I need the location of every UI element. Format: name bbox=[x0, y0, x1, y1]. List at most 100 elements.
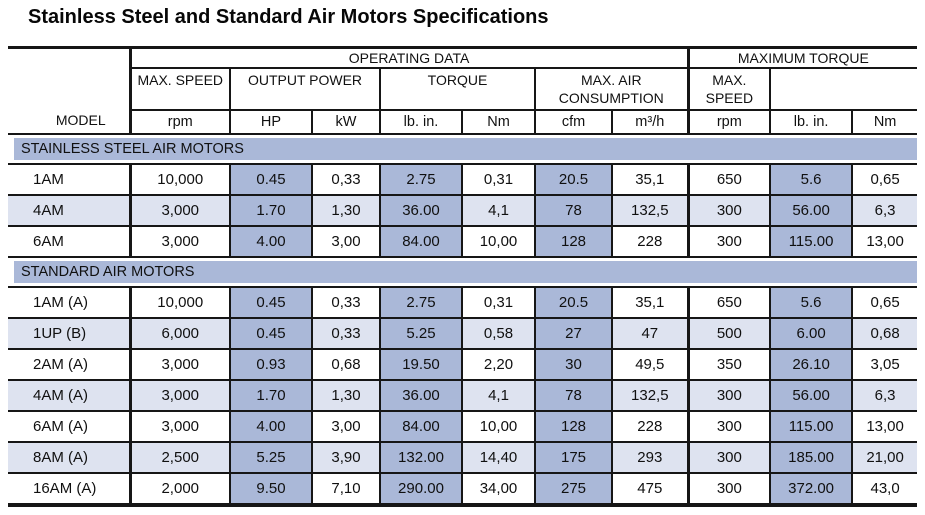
value-cell: 36.00 bbox=[379, 194, 463, 227]
value-cell: 1.70 bbox=[229, 379, 313, 412]
section-row: STAINLESS STEEL AIR MOTORS bbox=[8, 133, 918, 165]
value-cell: 372.00 bbox=[769, 472, 854, 506]
value-cell: 300 bbox=[686, 472, 772, 506]
header-group-row: MODEL OPERATING DATA MAXIMUM TORQUE bbox=[8, 46, 918, 135]
unit-header-rpm: rpm bbox=[130, 109, 231, 135]
model-column-header: MODEL bbox=[8, 46, 132, 135]
value-cell: 650 bbox=[686, 286, 772, 319]
value-cell: 27 bbox=[534, 317, 613, 350]
value-cell: 0,33 bbox=[311, 317, 381, 350]
value-cell: 300 bbox=[686, 225, 772, 258]
unit-header-m3h: m³/h bbox=[610, 109, 690, 135]
value-cell: 300 bbox=[686, 379, 772, 412]
table-body: STAINLESS STEEL AIR MOTORS 1AM 10,000 0.45 0… bbox=[8, 133, 918, 506]
value-cell: 36.00 bbox=[379, 379, 463, 412]
table-row: 1AM (A) 10,000 0.45 0,33 2.75 0,31 20.5 35,1 650… bbox=[8, 286, 918, 319]
model-cell: 8AM (A) bbox=[8, 441, 131, 474]
value-cell: 132.00 bbox=[379, 441, 463, 474]
value-cell: 3,05 bbox=[851, 348, 918, 381]
value-cell: 78 bbox=[534, 379, 613, 412]
operating-data-header: OPERATING DATA bbox=[128, 46, 690, 69]
value-cell: 20.5 bbox=[534, 163, 613, 196]
unit-header-nm: Nm bbox=[461, 109, 536, 135]
value-cell: 14,40 bbox=[461, 441, 536, 474]
value-cell: 84.00 bbox=[379, 410, 463, 443]
value-cell: 5.6 bbox=[769, 286, 854, 319]
value-cell: 128 bbox=[534, 225, 613, 258]
model-cell: 4AM bbox=[8, 194, 131, 227]
value-cell: 2,000 bbox=[128, 472, 231, 506]
value-cell: 0,31 bbox=[461, 163, 536, 196]
torque-header: TORQUE bbox=[379, 67, 536, 111]
value-cell: 6,000 bbox=[128, 317, 231, 350]
value-cell: 9.50 bbox=[229, 472, 313, 506]
value-cell: 0,33 bbox=[311, 163, 381, 196]
value-cell: 5.25 bbox=[229, 441, 313, 474]
table-row: 6AM 3,000 4.00 3,00 84.00 10,00 128 228 300 115.0… bbox=[8, 225, 918, 258]
value-cell: 2.75 bbox=[379, 163, 463, 196]
value-cell: 300 bbox=[686, 194, 772, 227]
value-cell: 5.6 bbox=[769, 163, 854, 196]
unit-header-cfm: cfm bbox=[534, 109, 613, 135]
value-cell: 475 bbox=[610, 472, 690, 506]
value-cell: 43,0 bbox=[851, 472, 918, 506]
table-row: 8AM (A) 2,500 5.25 3,90 132.00 14,40 175 293 300… bbox=[8, 441, 918, 474]
value-cell: 3,000 bbox=[128, 379, 231, 412]
max-air-consumption-header: MAX. AIR CONSUMPTION bbox=[533, 67, 690, 111]
value-cell: 10,000 bbox=[128, 286, 231, 319]
value-cell: 4,1 bbox=[461, 194, 536, 227]
value-cell: 2,500 bbox=[128, 441, 231, 474]
value-cell: 20.5 bbox=[534, 286, 613, 319]
value-cell: 115.00 bbox=[769, 225, 854, 258]
unit-header-hp: HP bbox=[229, 109, 313, 135]
value-cell: 1,30 bbox=[311, 379, 381, 412]
value-cell: 2,20 bbox=[461, 348, 536, 381]
value-cell: 300 bbox=[686, 410, 772, 443]
value-cell: 185.00 bbox=[769, 441, 854, 474]
maximum-torque-header: MAXIMUM TORQUE bbox=[686, 46, 918, 69]
value-cell: 3,000 bbox=[128, 194, 231, 227]
value-cell: 10,000 bbox=[128, 163, 231, 196]
value-cell: 26.10 bbox=[769, 348, 854, 381]
model-cell: 6AM (A) bbox=[8, 410, 131, 443]
value-cell: 3,00 bbox=[311, 225, 381, 258]
value-cell: 3,000 bbox=[128, 348, 231, 381]
value-cell: 10,00 bbox=[461, 225, 536, 258]
output-power-header: OUTPUT POWER bbox=[229, 67, 381, 111]
value-cell: 78 bbox=[534, 194, 613, 227]
table-row: 2AM (A) 3,000 0.93 0,68 19.50 2,20 30 49,5 350 26… bbox=[8, 348, 918, 381]
value-cell: 6.00 bbox=[769, 317, 854, 350]
model-cell: 4AM (A) bbox=[8, 379, 131, 412]
value-cell: 13,00 bbox=[851, 410, 918, 443]
model-cell: 1UP (B) bbox=[8, 317, 131, 350]
value-cell: 30 bbox=[534, 348, 613, 381]
table-row: 1UP (B) 6,000 0.45 0,33 5.25 0,58 27 47 500 6.00 0… bbox=[8, 317, 918, 350]
value-cell: 4.00 bbox=[229, 225, 313, 258]
table-header: MODEL OPERATING DATA MAXIMUM TORQUE MAX.… bbox=[8, 46, 918, 135]
value-cell: 6,3 bbox=[851, 379, 918, 412]
value-cell: 1,30 bbox=[311, 194, 381, 227]
value-cell: 47 bbox=[610, 317, 690, 350]
table-row: 16AM (A) 2,000 9.50 7,10 290.00 34,00 275 475 30… bbox=[8, 472, 918, 506]
model-cell: 16AM (A) bbox=[8, 472, 131, 506]
value-cell: 132,5 bbox=[610, 194, 690, 227]
value-cell: 0.93 bbox=[229, 348, 313, 381]
value-cell: 350 bbox=[686, 348, 772, 381]
value-cell: 0,58 bbox=[461, 317, 536, 350]
value-cell: 13,00 bbox=[851, 225, 918, 258]
value-cell: 0,65 bbox=[851, 163, 918, 196]
value-cell: 0.45 bbox=[229, 286, 313, 319]
value-cell: 0.45 bbox=[229, 317, 313, 350]
value-cell: 4,1 bbox=[461, 379, 536, 412]
table-row: 1AM 10,000 0.45 0,33 2.75 0,31 20.5 35,1 650 5.6 0… bbox=[8, 163, 918, 196]
model-cell: 1AM bbox=[8, 163, 131, 196]
value-cell: 1.70 bbox=[229, 194, 313, 227]
model-cell: 2AM (A) bbox=[8, 348, 131, 381]
value-cell: 0,65 bbox=[851, 286, 918, 319]
value-cell: 3,90 bbox=[311, 441, 381, 474]
empty-header-cell bbox=[769, 67, 918, 111]
section-header-stainless-steel-air-motors: STAINLESS STEEL AIR MOTORS bbox=[8, 133, 918, 165]
section-header-standard-air-motors: STANDARD AIR MOTORS bbox=[8, 256, 918, 288]
table-row: 6AM (A) 3,000 4.00 3,00 84.00 10,00 128 228 300 1… bbox=[8, 410, 918, 443]
header-subgroup-row: MAX. SPEED OUTPUT POWER TORQUE MAX. AIR … bbox=[8, 67, 918, 111]
